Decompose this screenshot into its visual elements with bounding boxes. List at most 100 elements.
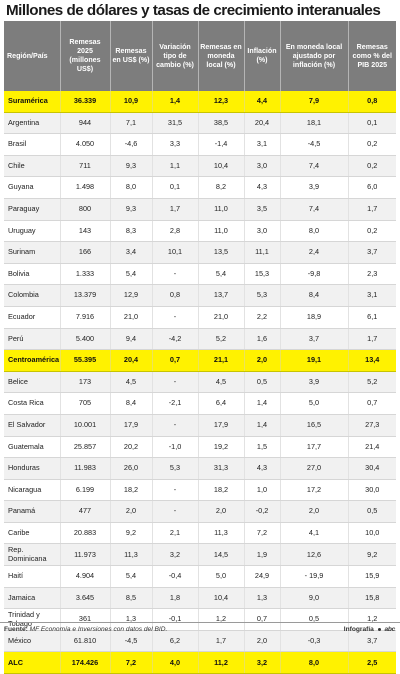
local-growth-cell: 11,2: [198, 651, 245, 674]
fx-change-cell: 10,1: [152, 241, 199, 264]
real-growth-cell: 7,4: [280, 155, 349, 178]
page-title: Millones de dólares y tasas de crecimien…: [6, 2, 381, 19]
region-cell: El Salvador: [4, 414, 61, 437]
region-cell: Uruguay: [4, 220, 61, 243]
usd-growth-cell: 21,0: [110, 306, 153, 329]
region-cell: Trinidad y Tobago: [4, 608, 61, 631]
gdp-share-cell: 27,3: [348, 414, 396, 437]
table-row: Nicaragua 6.199 18,2-18,2 1,0 17,2 30,0: [4, 479, 396, 502]
usd-growth-cell: 8,5: [110, 587, 153, 610]
local-growth-cell: -1,4: [198, 133, 245, 156]
gdp-share-cell: 1,7: [348, 328, 396, 351]
usd-growth-cell: 9,3: [110, 155, 153, 178]
inflation-cell: 3,5: [244, 198, 281, 221]
subtotal-row: ALC 174.426 7,2 4,0 11,2 3,2 8,0 2,5: [4, 651, 396, 674]
inflation-cell: 1,4: [244, 392, 281, 415]
region-cell: Costa Rica: [4, 392, 61, 415]
credit: Infografía abc: [344, 626, 396, 633]
local-growth-cell: 11,0: [198, 220, 245, 243]
remittances-cell: 10.001: [60, 414, 111, 437]
fx-change-cell: -: [152, 263, 199, 286]
fx-change-cell: 0,8: [152, 284, 199, 307]
source-label: Fuente:: [4, 626, 28, 633]
remittances-cell: 13.379: [60, 284, 111, 307]
usd-growth-cell: 26,0: [110, 457, 153, 480]
gdp-share-cell: 0,8: [348, 91, 396, 113]
local-growth-cell: 13,7: [198, 284, 245, 307]
table-row: Ecuador 7.916 21,0-21,0 2,2 18,9 6,1: [4, 306, 396, 329]
inflation-cell: 1,6: [244, 328, 281, 351]
table-row: Caribe 20.883 9,2 2,1 11,3 7,2 4,1 10,0: [4, 522, 396, 545]
usd-growth-cell: 8,3: [110, 220, 153, 243]
remittances-cell: 1.333: [60, 263, 111, 286]
fx-change-cell: 3,2: [152, 543, 199, 567]
inflation-cell: 7,2: [244, 522, 281, 545]
table-row: Jamaica 3.645 8,5 1,8 10,4 1,3 9,0 15,8: [4, 587, 396, 610]
real-growth-cell: 3,7: [280, 328, 349, 351]
inflation-cell: 11,1: [244, 241, 281, 264]
column-header: Remesas en moneda local (%): [198, 21, 245, 91]
table-row: Honduras 11.983 26,0 5,3 31,3 4,3 27,0 30,4: [4, 457, 396, 480]
table-row: Trinidad y Tobago 361 1,3 -0,1 1,2 0,7 0,5 1,2: [4, 608, 396, 631]
local-growth-cell: 21,1: [198, 349, 245, 372]
inflation-cell: 24,9: [244, 565, 281, 588]
real-growth-cell: 3,9: [280, 371, 349, 394]
inflation-cell: 3,0: [244, 155, 281, 178]
bullet-icon: [377, 627, 381, 631]
local-growth-cell: 5,2: [198, 328, 245, 351]
gdp-share-cell: 3,7: [348, 241, 396, 264]
gdp-share-cell: 0,7: [348, 392, 396, 415]
gdp-share-cell: 0,2: [348, 220, 396, 243]
local-growth-cell: 4,5: [198, 371, 245, 394]
usd-growth-cell: 8,4: [110, 392, 153, 415]
region-cell: Argentina: [4, 112, 61, 135]
column-header: Inflación (%): [244, 21, 281, 91]
region-cell: Honduras: [4, 457, 61, 480]
real-growth-cell: 8,4: [280, 284, 349, 307]
gdp-share-cell: 0,2: [348, 155, 396, 178]
subtotal-row: Centroamérica 55.395 20,4 0,7 21,1 2,0 19,1 13,…: [4, 349, 396, 372]
fx-change-cell: 1,1: [152, 155, 199, 178]
remittances-cell: 4.904: [60, 565, 111, 588]
fx-change-cell: -: [152, 306, 199, 329]
fx-change-cell: 2,8: [152, 220, 199, 243]
table-row: Colombia 13.379 12,9 0,8 13,7 5,3 8,4 3,1: [4, 284, 396, 307]
remittances-cell: 25.857: [60, 436, 111, 459]
table-row: Bolivia 1.333 5,4-5,4 15,3 -9,8 2,3: [4, 263, 396, 286]
inflation-cell: 4,3: [244, 176, 281, 199]
inflation-cell: 20,4: [244, 112, 281, 135]
table-row: Costa Rica 705 8,4 -2,1 6,4 1,4 5,0 0,7: [4, 392, 396, 415]
local-growth-cell: 17,9: [198, 414, 245, 437]
region-cell: Perú: [4, 328, 61, 351]
table-row: Belice 173 4,5-4,5 0,5 3,9 5,2: [4, 371, 396, 394]
real-growth-cell: 12,6: [280, 543, 349, 567]
region-cell: Paraguay: [4, 198, 61, 221]
gdp-share-cell: 21,4: [348, 436, 396, 459]
usd-growth-cell: 20,4: [110, 349, 153, 372]
real-growth-cell: 19,1: [280, 349, 349, 372]
gdp-share-cell: 15,8: [348, 587, 396, 610]
table-row: Paraguay 800 9,3 1,7 11,0 3,5 7,4 1,7: [4, 198, 396, 221]
usd-growth-cell: 9,3: [110, 198, 153, 221]
gdp-share-cell: 10,0: [348, 522, 396, 545]
inflation-cell: 2,2: [244, 306, 281, 329]
inflation-cell: 4,3: [244, 457, 281, 480]
fx-change-cell: -2,1: [152, 392, 199, 415]
source-text: MF Economía e Inversiones con datos del …: [29, 626, 168, 633]
real-growth-cell: 9,0: [280, 587, 349, 610]
real-growth-cell: -4,5: [280, 133, 349, 156]
fx-change-cell: 2,1: [152, 522, 199, 545]
local-growth-cell: 13,5: [198, 241, 245, 264]
local-growth-cell: 5,0: [198, 565, 245, 588]
local-growth-cell: 5,4: [198, 263, 245, 286]
inflation-cell: 1,3: [244, 587, 281, 610]
fx-change-cell: -: [152, 414, 199, 437]
inflation-cell: 3,0: [244, 220, 281, 243]
real-growth-cell: 18,9: [280, 306, 349, 329]
fx-change-cell: 4,0: [152, 651, 199, 674]
remittances-cell: 173: [60, 371, 111, 394]
usd-growth-cell: 8,0: [110, 176, 153, 199]
local-growth-cell: 12,3: [198, 91, 245, 113]
real-growth-cell: 17,2: [280, 479, 349, 502]
